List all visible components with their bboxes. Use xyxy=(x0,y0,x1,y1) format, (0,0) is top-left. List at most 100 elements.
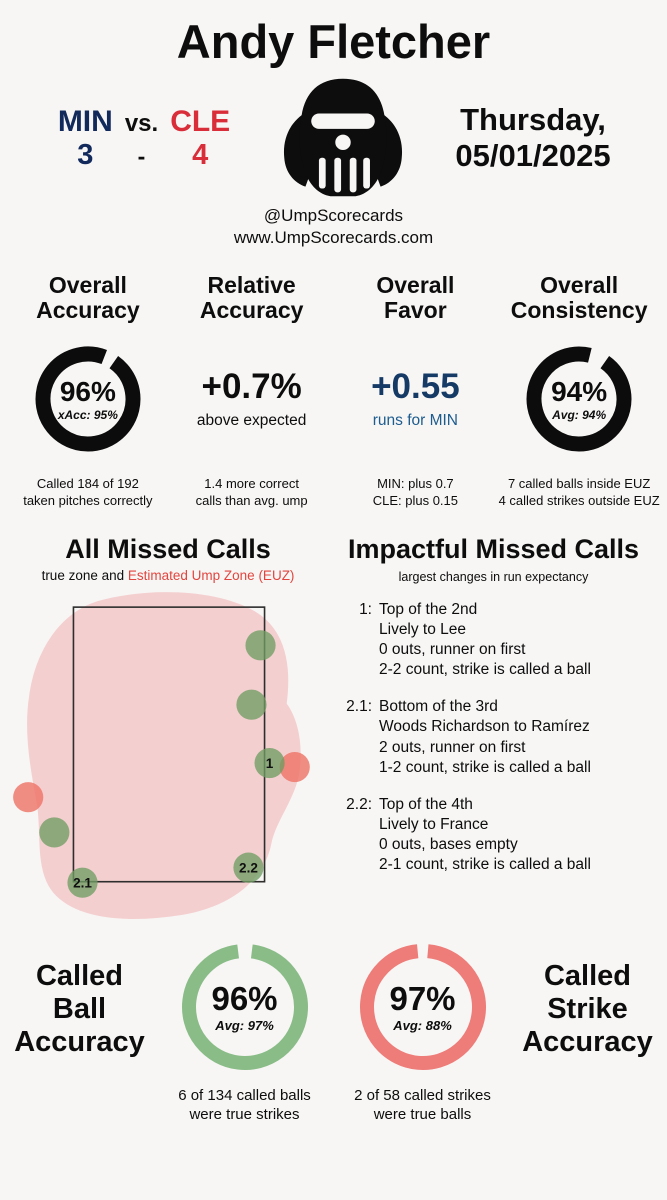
overall-accuracy-title-line1: Overall xyxy=(48,272,127,299)
missed-call-point-green xyxy=(254,747,285,778)
missed-call-points xyxy=(13,629,310,898)
overall-favor-caption-line1: MIN: plus 0.7 xyxy=(377,475,454,491)
relative-accuracy-title-line2: Accuracy xyxy=(199,297,304,324)
missed-call-point-red xyxy=(279,751,310,782)
away-team-label: MIN xyxy=(57,104,113,138)
bottom-row: Called Ball Accuracy 96% Avg: 97% 6 of 1… xyxy=(0,936,667,1126)
relative-accuracy-title: Relative Accuracy xyxy=(200,273,304,323)
missed-call-labels: 1 2.2 2.1 xyxy=(73,755,274,890)
true-strike-zone xyxy=(72,605,266,883)
impactful-call-2-2-line4: 2-1 count, strike is called a ball xyxy=(379,856,591,874)
subtitle-euz: Estimated Ump Zone (EUZ) xyxy=(127,567,295,583)
subtitle-plain: true zone and xyxy=(41,567,128,583)
relative-accuracy-caption-line1: 1.4 more correct xyxy=(204,475,299,491)
overall-favor-sub: runs for MIN xyxy=(372,412,458,430)
overall-consistency-avg: Avg: 94% xyxy=(552,407,607,422)
stat-overall-favor: Overall Favor +0.55 runs for MIN MIN: pl… xyxy=(334,273,498,509)
impactful-missed-calls-column: Impactful Missed Calls largest changes i… xyxy=(334,534,661,932)
impactful-call-2-2-number: 2.2: xyxy=(346,795,372,813)
game-date-line2: 05/01/2025 xyxy=(455,138,611,173)
page-title: Andy Fletcher xyxy=(176,15,491,68)
overall-favor-title-line1: Overall xyxy=(376,272,455,299)
called-ball-accuracy-title: Called Ball Accuracy xyxy=(4,960,156,1059)
called-strike-accuracy-title: Called Strike Accuracy xyxy=(512,960,664,1059)
overall-accuracy-caption: Called 184 of 192 taken pitches correctl… xyxy=(23,475,152,510)
overall-favor-caption-line2: CLE: plus 0.15 xyxy=(372,493,459,509)
estimated-ump-zone-blob xyxy=(27,591,301,919)
header-row: MIN vs. CLE 3 - 4 xyxy=(0,69,667,203)
overall-accuracy-caption-line1: Called 184 of 192 xyxy=(36,475,139,491)
overall-consistency-donut: 94% Avg: 94% xyxy=(520,340,638,458)
called-ball-accuracy-block: 96% Avg: 97% 6 of 134 called balls were … xyxy=(156,936,334,1126)
called-strike-title-line3: Accuracy xyxy=(522,1025,653,1058)
relative-accuracy-caption: 1.4 more correct calls than avg. ump xyxy=(196,475,308,510)
credits-handle: @UmpScorecards xyxy=(263,206,404,225)
impactful-missed-calls-title: Impactful Missed Calls xyxy=(347,533,640,564)
impactful-call-2-1-line1: Bottom of the 3rd xyxy=(379,698,498,716)
home-team-label: CLE xyxy=(170,104,231,138)
called-strike-title-line1: Called xyxy=(543,959,632,992)
away-score: 3 xyxy=(77,138,94,171)
missed-calls-plot: 1 2.2 2.1 xyxy=(13,591,310,919)
overall-favor-block: +0.55 runs for MIN xyxy=(371,367,460,430)
missed-call-point-label: 1 xyxy=(266,755,274,770)
overall-accuracy-donut: 96% xAcc: 95% xyxy=(29,340,147,458)
impactful-call-2-1-line3: 2 outs, runner on first xyxy=(379,738,526,756)
impactful-call-2-1: 2.1: Bottom of the 3rd Woods Richardson … xyxy=(334,697,653,778)
overall-consistency-caption: 7 called balls inside EUZ 4 called strik… xyxy=(499,475,660,510)
called-strike-accuracy-donut: 97% Avg: 88% xyxy=(352,936,494,1078)
called-ball-title-line3: Accuracy xyxy=(14,1025,145,1058)
impactful-call-2-2-line2: Lively to France xyxy=(379,815,489,833)
umpire-mask-icon xyxy=(267,73,419,203)
called-strike-accuracy-block: 97% Avg: 88% 2 of 58 called strikes were… xyxy=(334,936,512,1126)
overall-accuracy-title-line2: Accuracy xyxy=(36,297,140,324)
missed-calls-section: All Missed Calls true zone and Estimated… xyxy=(0,534,667,932)
impactful-call-2-1-number: 2.1: xyxy=(346,698,372,716)
overall-accuracy-title: Overall Accuracy xyxy=(36,273,140,323)
missed-call-point-label: 2.1 xyxy=(73,875,92,890)
missed-call-point-red xyxy=(13,781,44,812)
impactful-call-1-line4: 2-2 count, strike is called a ball xyxy=(379,661,591,679)
relative-accuracy-caption-line2: calls than avg. ump xyxy=(195,493,308,509)
vs-label: vs. xyxy=(124,109,159,137)
impactful-call-2-2-line1: Top of the 4th xyxy=(379,795,473,813)
called-ball-accuracy-value: 96% xyxy=(211,980,278,1018)
impactful-call-1-line3: 0 outs, runner on first xyxy=(379,640,526,658)
credits: @UmpScorecards www.UmpScorecards.com xyxy=(0,205,667,249)
impactful-call-1-line2: Lively to Lee xyxy=(379,620,467,638)
missed-call-point-label: 2.2 xyxy=(239,860,258,875)
impactful-call-1-number: 1: xyxy=(359,600,372,618)
called-strike-accuracy-avg: Avg: 88% xyxy=(393,1018,452,1034)
impactful-call-2-2: 2.2: Top of the 4th Lively to France 0 o… xyxy=(334,795,653,876)
impactful-call-1-details: Top of the 2nd Lively to Lee 0 outs, run… xyxy=(379,600,591,681)
overall-favor-title-line2: Favor xyxy=(384,297,447,324)
called-ball-caption-line2: were true strikes xyxy=(189,1106,300,1124)
called-ball-title-line2: Ball xyxy=(52,992,107,1025)
impactful-call-1-line1: Top of the 2nd xyxy=(379,600,478,618)
called-strike-caption-line2: were true balls xyxy=(373,1106,472,1124)
all-missed-calls-subtitle: true zone and Estimated Ump Zone (EUZ) xyxy=(42,568,295,583)
relative-accuracy-sub: above expected xyxy=(196,412,307,430)
home-score: 4 xyxy=(192,138,209,171)
missed-call-point-green xyxy=(67,867,98,898)
overall-consistency-title-line1: Overall xyxy=(540,272,619,299)
overall-accuracy-caption-line2: taken pitches correctly xyxy=(23,493,153,509)
called-ball-title-line1: Called xyxy=(35,959,124,992)
impactful-call-2-2-line3: 0 outs, bases empty xyxy=(379,836,518,854)
score-dash: - xyxy=(137,142,146,169)
overall-favor-caption: MIN: plus 0.7 CLE: plus 0.15 xyxy=(373,475,458,510)
relative-accuracy-value: +0.7% xyxy=(201,367,302,407)
impactful-call-2-2-details: Top of the 4th Lively to France 0 outs, … xyxy=(379,795,591,876)
stats-row: Overall Accuracy 96% xAcc: 95% Called 18… xyxy=(0,273,667,509)
overall-accuracy-value: 96% xyxy=(59,375,116,407)
called-strike-accuracy-value: 97% xyxy=(389,980,456,1018)
impactful-missed-calls-subtitle: largest changes in run expectancy xyxy=(398,569,589,584)
all-missed-calls-column: All Missed Calls true zone and Estimated… xyxy=(2,534,334,932)
called-strike-caption-line1: 2 of 58 called strikes xyxy=(354,1086,491,1104)
called-strike-accuracy-caption: 2 of 58 called strikes were true balls xyxy=(354,1086,491,1126)
credits-website: www.UmpScorecards.com xyxy=(233,228,434,248)
matchup: MIN vs. CLE 3 - 4 xyxy=(30,105,258,172)
called-ball-accuracy-avg: Avg: 97% xyxy=(215,1018,274,1034)
called-ball-accuracy-caption: 6 of 134 called balls were true strikes xyxy=(178,1086,311,1126)
